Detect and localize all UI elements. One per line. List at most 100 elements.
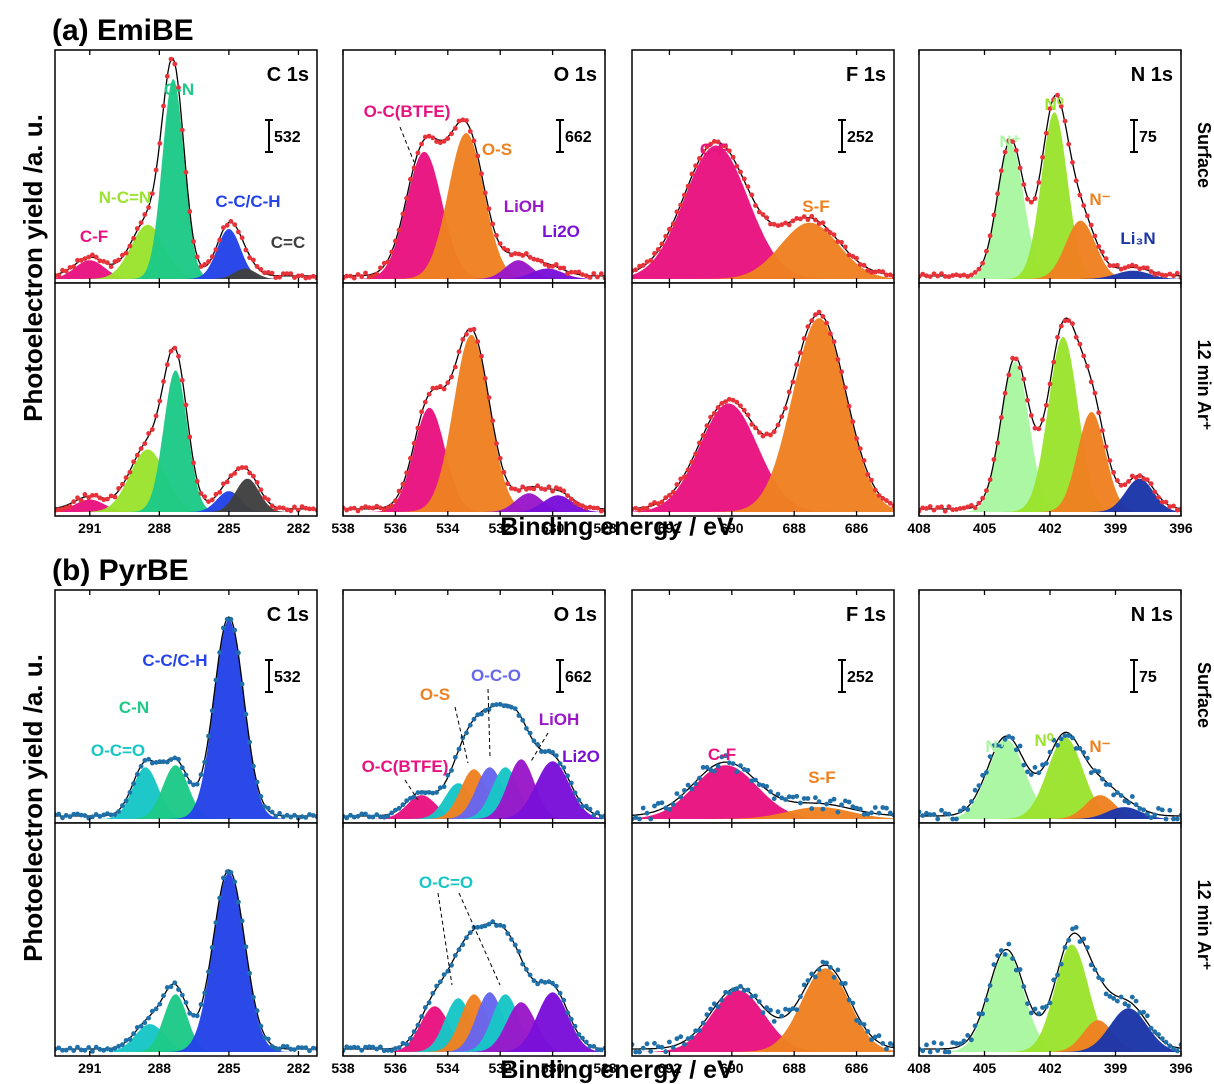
data-point xyxy=(124,798,129,803)
data-point xyxy=(701,1021,706,1026)
data-point xyxy=(1044,761,1049,766)
y-axis-label-a: Photoelectron yield /a. u. xyxy=(18,114,48,422)
data-point xyxy=(1070,321,1075,326)
data-point xyxy=(663,234,668,239)
data-point xyxy=(877,493,882,498)
data-point xyxy=(288,508,293,513)
data-point xyxy=(416,426,421,431)
data-point xyxy=(1126,800,1131,805)
data-point xyxy=(1021,182,1026,187)
data-point xyxy=(524,251,529,256)
data-point xyxy=(442,972,447,977)
data-point xyxy=(690,460,695,465)
data-point xyxy=(180,993,185,998)
data-point xyxy=(71,264,76,269)
data-point xyxy=(697,441,702,446)
data-point xyxy=(217,896,222,901)
data-point xyxy=(776,792,781,797)
data-point xyxy=(131,459,136,464)
data-point xyxy=(1134,802,1139,807)
data-point xyxy=(1025,398,1030,403)
data-point xyxy=(686,783,691,788)
data-point xyxy=(565,773,570,778)
data-point xyxy=(547,484,552,489)
data-point xyxy=(708,415,713,420)
data-point xyxy=(56,812,61,817)
data-point xyxy=(1021,984,1026,989)
peak-label: C-C/C-H xyxy=(215,192,280,211)
data-point xyxy=(1074,178,1079,183)
data-point xyxy=(847,998,852,1003)
data-point xyxy=(79,498,84,503)
data-point xyxy=(869,810,874,815)
x-tick-label: 291 xyxy=(78,520,102,536)
data-point xyxy=(1014,747,1019,752)
data-point xyxy=(176,757,181,762)
xps-panel-b-1-0: 291 288 285 282 xyxy=(53,823,320,1076)
x-tick-label: 402 xyxy=(1038,1060,1062,1076)
data-point xyxy=(947,504,952,509)
data-point xyxy=(483,191,488,196)
data-point xyxy=(980,1011,985,1016)
x-tick-label: 288 xyxy=(148,1060,172,1076)
data-point xyxy=(873,488,878,493)
data-point xyxy=(977,783,982,788)
data-point xyxy=(1066,938,1071,943)
data-point xyxy=(142,1020,147,1025)
data-point xyxy=(554,262,559,267)
xps-panel-b-1-1: 538 536 534 532 530 528 xyxy=(331,823,617,1076)
peak-label: Li₃N xyxy=(1120,229,1155,248)
data-point xyxy=(532,978,537,983)
data-point xyxy=(71,499,76,504)
data-point xyxy=(259,487,264,492)
data-point xyxy=(821,314,826,319)
scale-bar-label: 532 xyxy=(274,669,301,686)
data-point xyxy=(862,263,867,268)
data-point xyxy=(259,794,264,799)
row-label-sputter-a: 12 min Ar⁺ xyxy=(1194,340,1214,431)
data-point xyxy=(1018,166,1023,171)
data-point xyxy=(588,807,593,812)
data-point xyxy=(880,269,885,274)
data-point xyxy=(648,817,653,822)
data-point xyxy=(352,276,357,281)
data-point xyxy=(419,409,424,414)
data-point xyxy=(408,1036,413,1041)
data-point xyxy=(648,258,653,263)
data-point xyxy=(244,712,249,717)
data-point xyxy=(472,327,477,332)
data-point xyxy=(595,506,600,511)
data-point xyxy=(641,263,646,268)
data-point xyxy=(225,223,230,228)
data-point xyxy=(142,441,147,446)
data-point xyxy=(753,426,758,431)
data-point xyxy=(517,949,522,954)
data-point xyxy=(667,807,672,812)
scale-bar-label: 252 xyxy=(847,129,874,146)
data-point xyxy=(176,987,181,992)
data-point xyxy=(124,251,129,256)
data-point xyxy=(554,753,559,758)
data-point xyxy=(1029,413,1034,418)
data-point xyxy=(389,503,394,508)
data-point xyxy=(1021,763,1026,768)
data-point xyxy=(229,870,234,875)
data-point xyxy=(690,1035,695,1040)
peak-label: Li2O xyxy=(542,222,580,241)
data-point xyxy=(969,1037,974,1042)
data-point xyxy=(965,807,970,812)
peak-label: N-C=N xyxy=(99,188,151,207)
data-point xyxy=(836,810,841,815)
data-point xyxy=(1025,197,1030,202)
data-point xyxy=(1119,793,1124,798)
data-point xyxy=(1033,196,1038,201)
data-point xyxy=(1152,490,1157,495)
x-tick-label: 692 xyxy=(658,520,682,536)
data-point xyxy=(742,177,747,182)
data-point xyxy=(1025,1001,1030,1006)
data-point xyxy=(146,431,151,436)
data-point xyxy=(1081,750,1086,755)
data-point xyxy=(772,1019,777,1024)
data-point xyxy=(1093,391,1098,396)
data-point xyxy=(172,980,177,985)
